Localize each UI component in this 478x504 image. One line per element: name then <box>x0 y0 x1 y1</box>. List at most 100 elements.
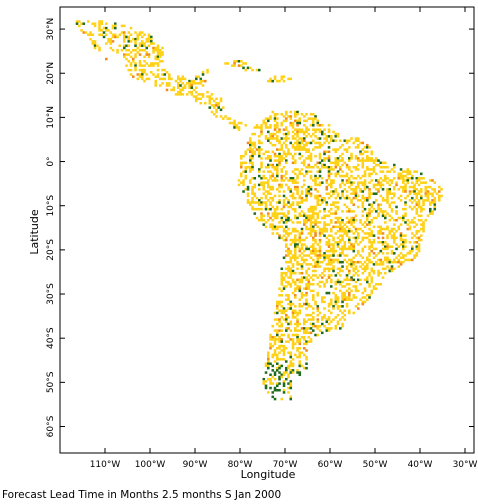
forecast-cell <box>318 168 322 171</box>
forecast-cell <box>305 194 308 198</box>
forecast-cell <box>345 216 349 220</box>
forecast-cell <box>357 181 360 184</box>
forecast-cell <box>312 165 315 169</box>
forecast-cell <box>388 183 392 187</box>
forecast-cell <box>339 254 342 257</box>
forecast-cell <box>354 265 358 268</box>
forecast-cell <box>294 234 297 237</box>
forecast-cell <box>377 252 380 255</box>
forecast-cell <box>316 313 320 317</box>
forecast-cell <box>141 64 144 67</box>
forecast-cell <box>298 141 302 145</box>
forecast-cell <box>312 214 315 218</box>
forecast-cell <box>249 66 252 70</box>
forecast-cell <box>314 263 317 266</box>
forecast-cell <box>429 210 432 213</box>
forecast-cell <box>343 247 347 251</box>
forecast-cell <box>273 128 277 131</box>
forecast-cell <box>298 157 302 160</box>
forecast-cell <box>307 210 311 213</box>
forecast-cell <box>291 135 295 138</box>
forecast-cell <box>282 384 286 388</box>
forecast-cell <box>321 196 324 200</box>
forecast-cell <box>280 168 284 171</box>
forecast-cell <box>336 225 340 229</box>
forecast-cell <box>352 221 356 224</box>
forecast-cell <box>327 234 331 237</box>
forecast-cell <box>411 185 414 189</box>
forecast-cell <box>289 77 293 81</box>
forecast-cell <box>147 40 151 43</box>
forecast-cell <box>381 188 385 191</box>
forecast-cell <box>159 77 162 81</box>
forecast-cell <box>370 192 374 195</box>
forecast-cell <box>240 165 243 169</box>
forecast-cell <box>210 93 214 96</box>
forecast-cell <box>309 227 313 231</box>
forecast-cell <box>285 177 288 180</box>
forecast-cell <box>309 340 313 343</box>
forecast-cell <box>343 196 347 200</box>
forecast-cell <box>321 124 324 127</box>
forecast-cell <box>312 132 315 136</box>
forecast-cell <box>269 185 272 189</box>
forecast-cell <box>276 216 279 220</box>
forecast-cell <box>336 260 340 264</box>
forecast-cell <box>143 44 146 48</box>
forecast-cell <box>251 207 254 211</box>
forecast-cell <box>75 22 79 25</box>
forecast-cell <box>399 177 403 180</box>
forecast-cell <box>251 201 254 204</box>
forecast-cell <box>312 119 315 123</box>
forecast-cell <box>343 318 347 321</box>
forecast-cell <box>332 247 335 251</box>
forecast-cell <box>370 150 374 154</box>
forecast-cell <box>359 150 362 154</box>
forecast-cell <box>305 165 308 169</box>
forecast-cell <box>253 194 257 198</box>
forecast-cell <box>339 309 342 312</box>
forecast-cell <box>399 238 403 242</box>
forecast-cell <box>366 298 369 301</box>
forecast-cell <box>336 157 340 160</box>
forecast-cell <box>348 309 351 312</box>
forecast-cell <box>390 179 394 182</box>
forecast-cell <box>264 364 268 368</box>
forecast-cell <box>413 190 416 193</box>
forecast-cell <box>327 150 331 154</box>
forecast-cell <box>280 316 284 319</box>
forecast-cell <box>273 207 277 211</box>
forecast-cell <box>305 188 308 191</box>
forecast-cell <box>321 177 324 180</box>
forecast-cell <box>159 59 162 63</box>
forecast-cell <box>402 207 405 211</box>
forecast-cell <box>314 188 317 191</box>
forecast-cell <box>379 230 383 233</box>
forecast-cell <box>300 227 304 231</box>
forecast-cell <box>213 112 216 116</box>
forecast-cell <box>411 207 414 211</box>
forecast-cell <box>379 210 383 213</box>
forecast-cell <box>422 207 425 211</box>
forecast-cell <box>339 185 342 189</box>
forecast-cell <box>312 112 315 116</box>
forecast-cell <box>330 139 333 142</box>
forecast-cell <box>339 196 342 200</box>
forecast-cell <box>271 196 275 200</box>
forecast-cell <box>219 115 223 118</box>
forecast-cell <box>370 289 374 293</box>
forecast-cell <box>354 227 358 231</box>
forecast-cell <box>386 192 389 195</box>
forecast-cell <box>300 146 304 149</box>
forecast-cell <box>289 276 293 279</box>
forecast-cell <box>388 205 392 209</box>
forecast-cell <box>318 241 322 244</box>
forecast-cell <box>134 31 137 34</box>
forecast-cell <box>384 214 387 218</box>
forecast-cell <box>307 254 311 257</box>
forecast-cell <box>255 68 259 72</box>
forecast-cell <box>325 254 329 257</box>
forecast-cell <box>285 285 288 288</box>
forecast-cell <box>429 185 432 189</box>
